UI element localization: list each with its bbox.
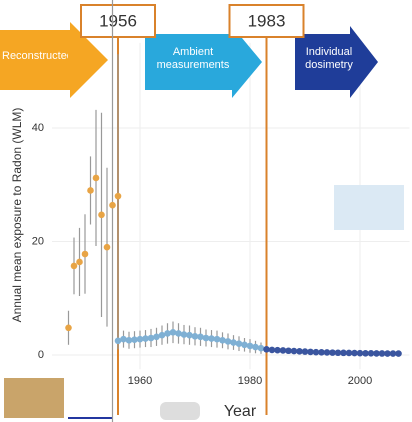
point (367, 350, 375, 357)
x-tick-label: 1960 (128, 375, 152, 387)
phase-text: Ambient measurements (156, 46, 230, 71)
point (120, 335, 127, 343)
phase-label: Ambient measurements (156, 46, 230, 71)
point (323, 349, 331, 356)
point (153, 333, 160, 341)
point (329, 349, 336, 356)
point (81, 250, 89, 258)
point (230, 339, 237, 346)
year-box (80, 4, 156, 38)
x-tick-label: 2000 (348, 375, 372, 387)
point (131, 336, 138, 343)
point (103, 243, 111, 251)
point (109, 201, 116, 209)
miner-image (4, 378, 64, 418)
point (296, 348, 303, 355)
year-box (228, 4, 305, 38)
phase-arrow (145, 26, 262, 98)
point (378, 350, 386, 357)
year-label: 1956 (99, 11, 137, 30)
y-tick-label: 0 (38, 349, 44, 361)
point (186, 331, 193, 339)
point (158, 331, 166, 339)
point (334, 349, 342, 357)
point (307, 348, 314, 356)
phase-arrow (0, 22, 108, 98)
point (252, 343, 259, 351)
point (268, 346, 276, 354)
device-image (160, 402, 200, 420)
point (345, 349, 353, 357)
dosimeter-image (334, 185, 404, 230)
point (197, 333, 204, 341)
point (136, 335, 144, 343)
point (340, 349, 347, 357)
point (208, 335, 215, 342)
point (263, 346, 270, 353)
point (301, 348, 309, 355)
point (202, 334, 210, 342)
point (76, 258, 83, 266)
year-label: 1983 (248, 11, 286, 30)
point (98, 211, 105, 219)
point (279, 347, 287, 354)
y-tick-label: 20 (32, 235, 44, 247)
point (274, 346, 281, 354)
point (241, 341, 248, 349)
point (180, 331, 188, 338)
y-axis-title: Annual mean exposure to Radon (WLM) (10, 108, 24, 323)
phase-arrow (295, 26, 378, 98)
x-tick-label: 1980 (238, 375, 262, 387)
point (169, 329, 177, 336)
point (290, 347, 298, 355)
phase-text: Individual dosimetry (305, 46, 353, 71)
x-axis-title: Year (224, 403, 257, 420)
point (285, 347, 292, 355)
point (235, 340, 243, 347)
point (384, 350, 391, 357)
point (65, 324, 72, 332)
point (114, 192, 122, 200)
point (373, 350, 380, 357)
point (224, 338, 232, 345)
phase-text: Reconstructed (2, 50, 68, 62)
point (164, 330, 171, 337)
point (142, 335, 149, 342)
point (92, 174, 100, 182)
point (175, 330, 182, 337)
point (318, 348, 325, 356)
point (257, 344, 265, 352)
point (70, 262, 78, 270)
point (87, 187, 94, 194)
point (219, 336, 226, 344)
point (246, 342, 254, 350)
point (395, 350, 402, 357)
point (312, 348, 320, 356)
point (389, 350, 397, 357)
phase-label: Reconstructed (2, 50, 68, 62)
point (362, 350, 369, 357)
y-tick-label: 40 (32, 122, 44, 134)
point (114, 337, 122, 345)
phase-label: Individual dosimetry (305, 46, 353, 71)
point (147, 334, 155, 342)
point (191, 332, 199, 340)
point (351, 349, 358, 357)
point (125, 336, 133, 344)
point (213, 335, 221, 343)
point (356, 349, 364, 357)
